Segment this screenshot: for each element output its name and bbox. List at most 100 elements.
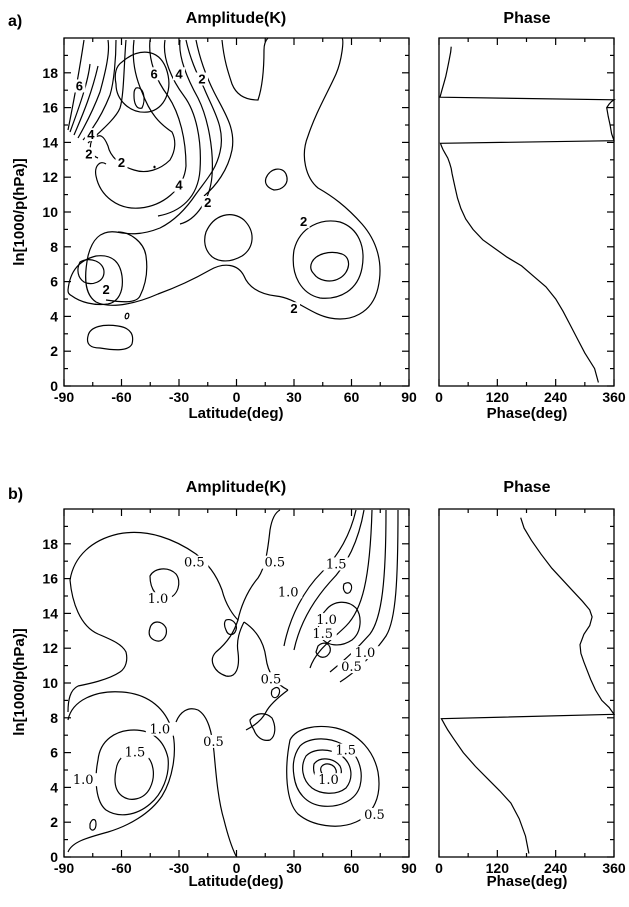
- contour-line: [283, 509, 357, 647]
- contour-line: [86, 324, 134, 351]
- contour-label-bg: [312, 613, 341, 627]
- panel-a-phase-title: Phase: [503, 10, 550, 27]
- contour-line: [114, 51, 170, 113]
- panel-a-label: a): [8, 13, 22, 30]
- contour-line: [133, 87, 145, 109]
- contour-label-bg: [350, 646, 379, 660]
- panel-b-phase-title: Phase: [503, 479, 550, 496]
- contour-line: [69, 509, 281, 622]
- x-tick-label: 240: [544, 389, 568, 405]
- x-tick-label: 90: [401, 860, 417, 876]
- contour-label: 1.0: [73, 773, 94, 788]
- contour-label-bg: [148, 67, 161, 81]
- x-tick-label: 60: [344, 860, 360, 876]
- x-tick-label: -30: [169, 389, 189, 405]
- contour-label: 0.5: [264, 556, 285, 571]
- contour-label: 6: [76, 78, 83, 93]
- contour-line: [249, 713, 276, 741]
- contour-label-bg: [69, 773, 98, 787]
- contour-line: [286, 725, 380, 827]
- contour-label-bg: [115, 156, 128, 170]
- contour-label: 1.0: [278, 585, 299, 600]
- contour-label-bg: [196, 72, 208, 86]
- panel-b: b) Amplitude(K) Phase: [8, 479, 626, 890]
- panel-a-amplitude-title: Amplitude(K): [186, 10, 286, 27]
- x-tick-label: -90: [54, 860, 74, 876]
- contour-line: [85, 37, 381, 320]
- contour-label-bg: [82, 147, 95, 161]
- contour-label-bg: [360, 807, 389, 821]
- panel-a-contours: [67, 37, 381, 351]
- panel-b-phase-ticks: [438, 509, 615, 858]
- contour-line: [175, 708, 237, 857]
- y-tick-label: 4: [50, 779, 58, 795]
- y-tick-label: 18: [42, 536, 58, 552]
- panel-a-phase-ticks: [438, 38, 615, 387]
- contour-line: [309, 509, 373, 669]
- x-tick-label: 60: [344, 389, 360, 405]
- panel-b-phase-plot: 0 120 240 360 Phase(deg): [435, 508, 626, 890]
- y-tick-label: 6: [50, 745, 58, 761]
- panel-b-contour-labels: 0.5 0.5 1.51.0 1.01.01.51.00.50.51.01.50.51…: [69, 555, 389, 823]
- panel-b-y-tick-labels: 0 2 4 6 8 10 12 14 16 18: [42, 536, 58, 865]
- contour-line: [67, 39, 85, 131]
- x-tick-label: 0: [435, 860, 443, 876]
- contour-label-bg: [274, 585, 303, 599]
- contour-line: [204, 214, 253, 262]
- contour-line: [264, 168, 288, 191]
- x-tick-label: 0: [435, 389, 443, 405]
- contour-label: 2: [103, 282, 110, 297]
- contour-label: 2: [85, 146, 92, 161]
- contour-label-bg: [331, 743, 360, 757]
- contour-label-bg: [143, 592, 172, 606]
- y-tick-label: 0: [50, 849, 58, 865]
- x-tick-label: 360: [602, 389, 626, 405]
- contour-line: [73, 65, 99, 136]
- contour-line: [77, 39, 110, 139]
- contour-label: 0.5: [341, 660, 362, 675]
- y-tick-label: 16: [42, 100, 58, 116]
- contour-line: [67, 255, 123, 306]
- panel-a: a) Amplitude(K) Phase: [8, 10, 626, 422]
- y-tick-label: 14: [42, 134, 58, 150]
- x-tick-label: 90: [401, 389, 417, 405]
- y-tick-label: 2: [50, 343, 58, 359]
- panel-b-phase-x-tick-labels: 0 120 240 360: [435, 860, 626, 876]
- contour-line: [292, 220, 364, 299]
- contour-label-bg: [260, 555, 289, 569]
- panel-b-x-tick-labels: -90 -60 -30 0 30 60 90: [54, 860, 417, 876]
- y-tick-label: 10: [42, 675, 58, 691]
- contour-label: 1.5: [312, 627, 333, 642]
- contour-label: 2: [300, 214, 307, 229]
- contour-label: 2: [198, 72, 205, 87]
- contour-label: 1.0: [318, 773, 339, 788]
- contour-line: [124, 312, 130, 320]
- contour-label: 4: [175, 178, 183, 193]
- contour-line: [179, 39, 213, 225]
- panel-b-phase-frame: [438, 508, 615, 858]
- contour-label: 0.5: [261, 672, 282, 687]
- y-tick-label: 12: [42, 640, 58, 656]
- contour-line: [69, 63, 91, 133]
- panel-a-y-tick-labels: 0 2 4 6 8 10 12 14 16 18: [42, 65, 58, 394]
- panel-b-phase-x-axis-label: Phase(deg): [487, 873, 568, 890]
- contour-line: [82, 39, 117, 141]
- panel-a-y-axis-label: ln[1000/p(hPa)]: [11, 158, 28, 266]
- y-tick-label: 8: [50, 710, 58, 726]
- contour-label-bg: [201, 196, 214, 210]
- y-tick-label: 12: [42, 169, 58, 185]
- contour-line: [292, 738, 362, 807]
- x-tick-label: 120: [486, 389, 510, 405]
- contour-line: [95, 39, 187, 209]
- y-tick-label: 2: [50, 814, 58, 830]
- y-tick-label: 6: [50, 274, 58, 290]
- contour-label-bg: [173, 178, 185, 192]
- contour-line: [157, 39, 201, 217]
- contour-line: [211, 619, 245, 677]
- contour-line: [310, 251, 350, 282]
- panel-a-x-axis-label: Latitude(deg): [189, 405, 284, 422]
- panel-a-phase-x-axis-label: Phase(deg): [487, 405, 568, 422]
- contour-line: [67, 691, 175, 853]
